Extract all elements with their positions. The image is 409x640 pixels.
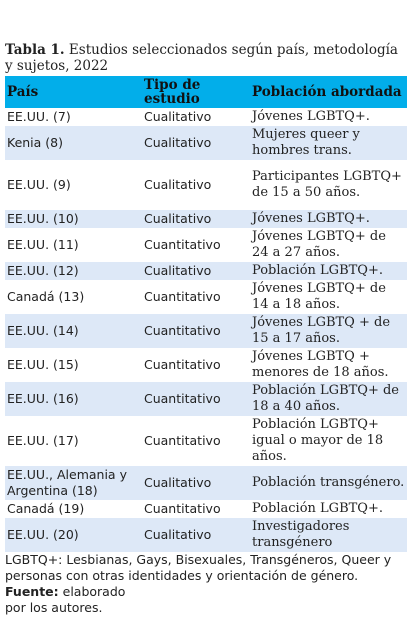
table-row: EE.UU. (15) Cuantitativo Jóvenes LGBTQ +… [5, 348, 407, 382]
cell-pais: EE.UU. (11) [5, 228, 142, 262]
cell-tipo: Cuantitativo [142, 500, 250, 518]
cell-pais: EE.UU. (16) [5, 382, 142, 416]
cell-poblacion: Población LGBTQ+. [250, 500, 407, 518]
table-row: EE.UU. (12) Cualitativo Población LGBTQ+… [5, 262, 407, 280]
cell-pais: EE.UU. (12) [5, 262, 142, 280]
cell-tipo: Cualitativo [142, 210, 250, 228]
cell-pais: Kenia (8) [5, 126, 142, 160]
cell-poblacion: Población LGBTQ+ igual o mayor de 18 año… [250, 416, 407, 466]
cell-pais: Canadá (13) [5, 280, 142, 314]
table-row: EE.UU. (16) Cuantitativo Población LGBTQ… [5, 382, 407, 416]
cell-tipo: Cuantitativo [142, 416, 250, 466]
cell-tipo: Cualitativo [142, 160, 250, 210]
cell-poblacion: Investigadores transgénero [250, 518, 407, 552]
table-caption: Tabla 1. Estudios seleccionados según pa… [5, 42, 407, 74]
cell-pais: Canadá (19) [5, 500, 142, 518]
header-poblacion: Población abordada [250, 76, 407, 108]
table-row: Canadá (13) Cuantitativo Jóvenes LGBTQ+ … [5, 280, 407, 314]
studies-table: País Tipo de estudio Población abordada … [5, 76, 407, 552]
cell-pais: EE.UU., Alemania y Argentina (18) [5, 466, 142, 500]
table-row: EE.UU. (7) Cualitativo Jóvenes LGBTQ+. [5, 108, 407, 126]
table-source: Fuente: elaborado por los autores. [5, 584, 145, 616]
cell-poblacion: Población LGBTQ+ de 18 a 40 años. [250, 382, 407, 416]
document-page: Tabla 1. Estudios seleccionados según pa… [5, 42, 407, 616]
table-caption-text: Estudios seleccionados según país, metod… [5, 42, 398, 74]
cell-tipo: Cualitativo [142, 108, 250, 126]
cell-poblacion: Jóvenes LGBTQ + de 15 a 17 años. [250, 314, 407, 348]
source-text: elaborado por los autores. [5, 584, 126, 615]
table-row: EE.UU. (11) Cuantitativo Jóvenes LGBTQ+ … [5, 228, 407, 262]
table-row: Canadá (19) Cuantitativo Población LGBTQ… [5, 500, 407, 518]
table-row: EE.UU. (20) Cualitativo Investigadores t… [5, 518, 407, 552]
cell-pais: EE.UU. (14) [5, 314, 142, 348]
table-caption-label: Tabla 1. [5, 42, 65, 58]
table-header-row: País Tipo de estudio Población abordada [5, 76, 407, 108]
cell-tipo: Cuantitativo [142, 348, 250, 382]
cell-pais: EE.UU. (7) [5, 108, 142, 126]
header-tipo-estudio: Tipo de estudio [142, 76, 250, 108]
table-body: EE.UU. (7) Cualitativo Jóvenes LGBTQ+. K… [5, 108, 407, 552]
cell-pais: EE.UU. (17) [5, 416, 142, 466]
header-pais: País [5, 76, 142, 108]
cell-tipo: Cuantitativo [142, 382, 250, 416]
cell-tipo: Cualitativo [142, 466, 250, 500]
table-note: LGBTQ+: Lesbianas, Gays, Bisexuales, Tra… [5, 552, 392, 583]
cell-tipo: Cuantitativo [142, 228, 250, 262]
cell-tipo: Cualitativo [142, 126, 250, 160]
cell-tipo: Cualitativo [142, 262, 250, 280]
cell-poblacion: Jóvenes LGBTQ+. [250, 108, 407, 126]
table-row: EE.UU. (14) Cuantitativo Jóvenes LGBTQ +… [5, 314, 407, 348]
cell-pais: EE.UU. (10) [5, 210, 142, 228]
table-row: EE.UU. (17) Cuantitativo Población LGBTQ… [5, 416, 407, 466]
cell-poblacion: Población transgénero. [250, 466, 407, 500]
cell-pais: EE.UU. (9) [5, 160, 142, 210]
cell-pais: EE.UU. (15) [5, 348, 142, 382]
cell-poblacion: Jóvenes LGBTQ+ de 24 a 27 años. [250, 228, 407, 262]
cell-poblacion: Mujeres queer y hombres trans. [250, 126, 407, 160]
source-label: Fuente: [5, 584, 59, 599]
cell-poblacion: Jóvenes LGBTQ+. [250, 210, 407, 228]
table-row: EE.UU. (10) Cualitativo Jóvenes LGBTQ+. [5, 210, 407, 228]
cell-poblacion: Jóvenes LGBTQ+ de 14 a 18 años. [250, 280, 407, 314]
cell-poblacion: Jóvenes LGBTQ + menores de 18 años. [250, 348, 407, 382]
cell-pais: EE.UU. (20) [5, 518, 142, 552]
table-row: EE.UU. (9) Cualitativo Participantes LGB… [5, 160, 407, 210]
table-row: EE.UU., Alemania y Argentina (18) Cualit… [5, 466, 407, 500]
cell-poblacion: Participantes LGBTQ+ de 15 a 50 años. [250, 160, 407, 210]
table-row: Kenia (8) Cualitativo Mujeres queer y ho… [5, 126, 407, 160]
cell-tipo: Cuantitativo [142, 314, 250, 348]
cell-tipo: Cuantitativo [142, 280, 250, 314]
cell-tipo: Cualitativo [142, 518, 250, 552]
cell-poblacion: Población LGBTQ+. [250, 262, 407, 280]
